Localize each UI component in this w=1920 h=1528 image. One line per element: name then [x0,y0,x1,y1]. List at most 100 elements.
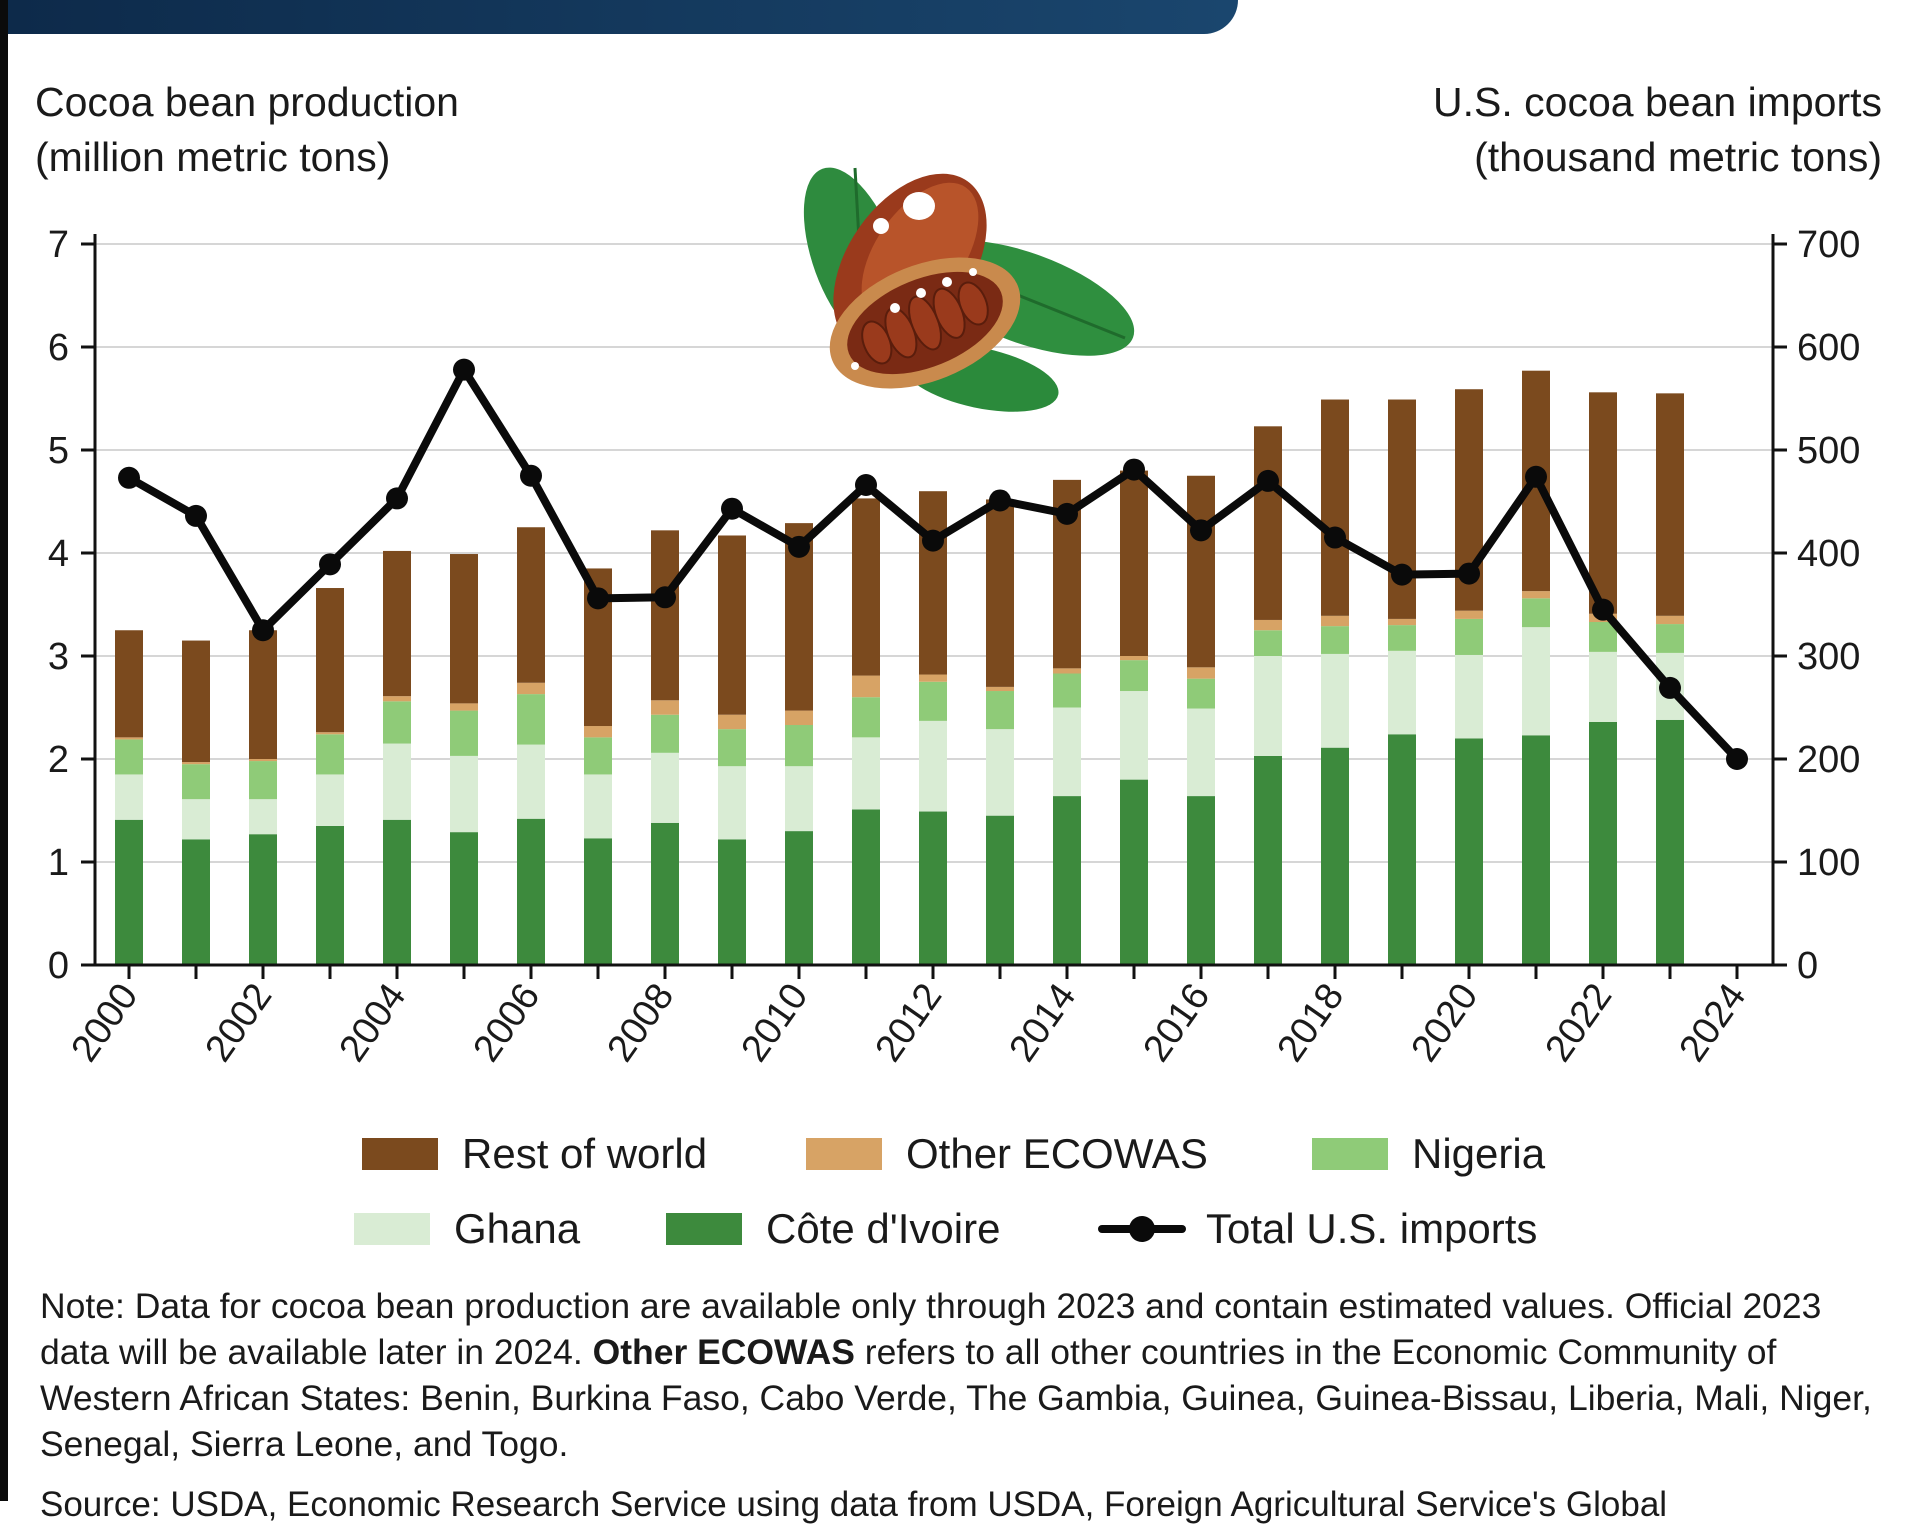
bar-c-te-d-ivoire-2003 [316,825,344,965]
bar-other-ecowas-2009 [718,714,746,730]
bar-nigeria-2005 [450,710,478,756]
x-tick-label: 2020 [1403,976,1486,1069]
bar-ghana-2005 [450,755,478,833]
bar-nigeria-2002 [249,761,277,800]
bar-other-ecowas-2001 [182,762,210,765]
bar-other-ecowas-2013 [986,686,1014,692]
x-tick-label: 2014 [1001,976,1084,1069]
bar-other-ecowas-2017 [1254,619,1282,631]
bar-rest-of-world-2003 [316,588,344,733]
bar-rest-of-world-2006 [517,527,545,683]
bar-rest-of-world-2022 [1589,392,1617,614]
bar-rest-of-world-2018 [1321,399,1349,616]
bar-other-ecowas-2004 [383,696,411,702]
bar-other-ecowas-2002 [249,759,277,762]
imports-point-2000 [118,466,140,489]
bar-nigeria-2019 [1388,625,1416,651]
imports-line-layer [118,358,1748,770]
bar-nigeria-2001 [182,764,210,800]
bar-ghana-2006 [517,744,545,819]
left-tick-label: 3 [48,636,69,678]
imports-point-2010 [788,535,810,558]
bar-c-te-d-ivoire-2008 [651,822,679,965]
bar-other-ecowas-2003 [316,732,344,735]
bar-rest-of-world-2013 [986,499,1014,687]
bar-nigeria-2009 [718,729,746,767]
bar-ghana-2010 [785,766,813,832]
bar-c-te-d-ivoire-2023 [1656,719,1684,965]
legend-swatch-nigeria [1312,1138,1388,1170]
bar-other-ecowas-2000 [115,737,143,740]
legend-label-other-ecowas: Other ECOWAS [906,1130,1208,1177]
imports-point-2005 [453,358,475,381]
bar-c-te-d-ivoire-2006 [517,818,545,965]
bar-ghana-2016 [1187,708,1215,797]
bar-other-ecowas-2006 [517,682,545,695]
imports-point-2009 [721,497,743,520]
bar-nigeria-2021 [1522,598,1550,628]
legend-swatch-other-ecowas [806,1138,882,1170]
bar-ghana-2014 [1053,707,1081,797]
bar-rest-of-world-2015 [1120,470,1148,656]
imports-point-2008 [654,586,676,609]
bar-ghana-2013 [986,729,1014,816]
bar-nigeria-2023 [1656,624,1684,653]
bar-other-ecowas-2023 [1656,615,1684,625]
bar-nigeria-2016 [1187,678,1215,709]
bar-c-te-d-ivoire-2005 [450,832,478,965]
bar-c-te-d-ivoire-2016 [1187,796,1215,965]
legend-item-rest-of-world: Rest of world [362,1130,707,1178]
bar-other-ecowas-2007 [584,726,612,738]
legend-swatch-ghana [354,1213,430,1245]
bar-nigeria-2007 [584,737,612,775]
imports-point-2023 [1659,676,1681,699]
bar-nigeria-2003 [316,734,344,775]
bar-other-ecowas-2020 [1455,610,1483,619]
bar-rest-of-world-2017 [1254,426,1282,620]
bar-rest-of-world-2002 [249,630,277,759]
x-tick-label: 2022 [1537,976,1620,1069]
legend-swatch-total-us-imports [1098,1209,1186,1249]
left-tick-label: 1 [48,842,69,884]
bar-c-te-d-ivoire-2000 [115,819,143,965]
legend-label-rest-of-world: Rest of world [462,1130,708,1177]
bar-ghana-2003 [316,774,344,826]
x-tick-label: 2018 [1269,976,1352,1069]
imports-point-2021 [1525,465,1547,488]
bar-rest-of-world-2011 [852,498,880,676]
legend-item-ghana: Ghana [354,1205,580,1253]
bar-rest-of-world-2016 [1187,475,1215,668]
bar-other-ecowas-2010 [785,710,813,726]
imports-point-2019 [1391,563,1413,586]
left-tick-label: 0 [48,945,69,987]
bar-nigeria-2015 [1120,660,1148,692]
x-tick-label: 2000 [63,976,146,1069]
bar-ghana-2001 [182,799,210,840]
bar-c-te-d-ivoire-2012 [919,811,947,965]
bar-c-te-d-ivoire-2021 [1522,735,1550,965]
left-tick-label: 6 [48,327,69,369]
x-tick-label: 2016 [1135,976,1218,1069]
bar-nigeria-2022 [1589,622,1617,652]
bar-c-te-d-ivoire-2002 [249,834,277,965]
imports-point-2018 [1324,526,1346,549]
imports-point-2003 [319,553,341,576]
imports-point-2020 [1458,562,1480,585]
bar-c-te-d-ivoire-2007 [584,838,612,965]
x-tick-label: 2008 [599,976,682,1069]
bar-c-te-d-ivoire-2020 [1455,738,1483,965]
right-tick-label: 500 [1797,430,1860,472]
bar-other-ecowas-2014 [1053,668,1081,674]
bar-rest-of-world-2000 [115,630,143,738]
bar-nigeria-2013 [986,691,1014,730]
bar-rest-of-world-2023 [1656,393,1684,616]
legend-item-cote-divoire: Côte d'Ivoire [666,1205,1000,1253]
imports-point-2001 [185,504,207,527]
bar-nigeria-2008 [651,714,679,753]
bar-c-te-d-ivoire-2018 [1321,747,1349,965]
bar-other-ecowas-2019 [1388,618,1416,626]
bar-c-te-d-ivoire-2001 [182,839,210,965]
bar-ghana-2007 [584,774,612,839]
legend-label-nigeria: Nigeria [1412,1130,1546,1177]
